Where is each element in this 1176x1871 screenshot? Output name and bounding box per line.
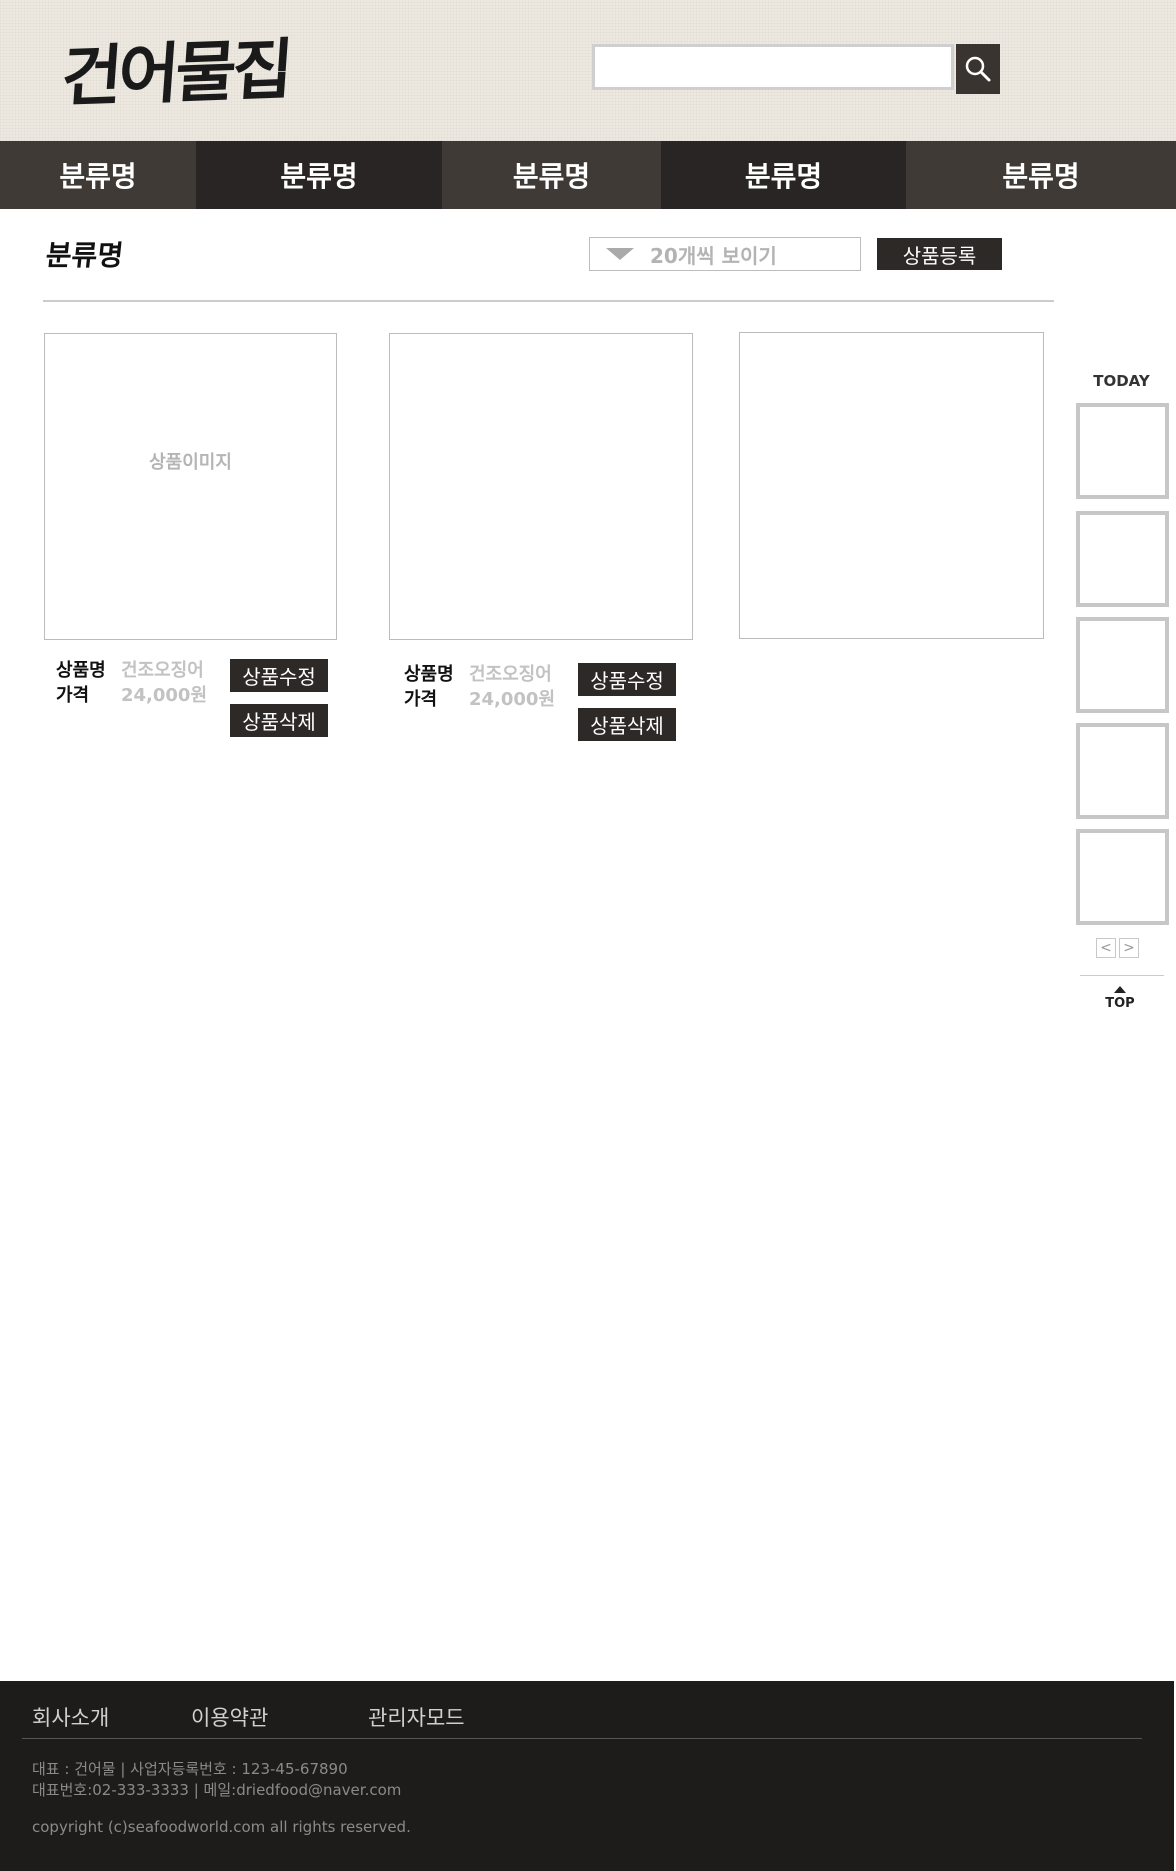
today-title: TODAY <box>1093 372 1150 390</box>
search-icon <box>965 56 991 82</box>
top-label: TOP <box>1105 996 1135 1011</box>
chevron-left-icon[interactable]: < <box>1096 938 1116 958</box>
search-button[interactable] <box>956 44 1000 94</box>
dropdown-arrow-icon <box>606 248 634 260</box>
product-image-label: 상품이미지 <box>149 451 232 473</box>
footer-info-line2: 대표번호:02-333-3333 | 메일:driedfood@naver.co… <box>32 1781 402 1799</box>
logo[interactable]: 건어물집 <box>58 30 292 116</box>
edit-product-button[interactable]: 상품수정 <box>578 663 676 696</box>
per-page-label: 20개씩 보이기 <box>650 243 777 268</box>
nav-item-3[interactable]: 분류명 <box>442 141 661 209</box>
product-price: 24,000원 <box>121 685 208 706</box>
recent-item[interactable] <box>1076 829 1169 925</box>
product-name: 건조오징어 <box>469 664 552 685</box>
product-name-label: 상품명 <box>56 660 106 681</box>
nav-item-2[interactable]: 분류명 <box>196 141 442 209</box>
nav-item-5[interactable]: 분류명 <box>906 141 1176 209</box>
footer-info-line1: 대표 : 건어물 | 사업자등록번호 : 123-45-67890 <box>32 1760 348 1778</box>
footer <box>0 1681 1174 1871</box>
delete-product-button[interactable]: 상품삭제 <box>230 704 328 737</box>
chevron-right-icon[interactable]: > <box>1119 938 1139 958</box>
header: 건어물집 <box>0 0 1176 141</box>
recent-item[interactable] <box>1076 511 1169 607</box>
scroll-top-button[interactable]: TOP <box>1095 986 1145 1011</box>
search-input[interactable] <box>592 44 954 90</box>
footer-link-admin[interactable]: 관리자모드 <box>368 1706 465 1730</box>
product-image[interactable] <box>739 332 1044 639</box>
sidebar-divider <box>1080 975 1164 976</box>
product-name: 건조오징어 <box>121 660 204 681</box>
recent-item[interactable] <box>1076 403 1169 499</box>
product-price-label: 가격 <box>56 685 90 706</box>
footer-link-about[interactable]: 회사소개 <box>32 1706 110 1730</box>
footer-copyright: copyright (c)seafoodworld.com all rights… <box>32 1818 411 1836</box>
category-nav: 분류명 분류명 분류명 분류명 분류명 <box>0 141 1176 209</box>
per-page-select[interactable]: 20개씩 보이기 <box>589 237 861 271</box>
edit-product-button[interactable]: 상품수정 <box>230 659 328 692</box>
nav-item-4[interactable]: 분류명 <box>661 141 906 209</box>
category-title: 분류명 <box>44 239 125 272</box>
product-name-label: 상품명 <box>404 664 454 685</box>
footer-link-terms[interactable]: 이용약관 <box>191 1706 269 1730</box>
register-product-button[interactable]: 상품등록 <box>877 238 1002 270</box>
recent-item[interactable] <box>1076 723 1169 819</box>
nav-item-1[interactable]: 분류명 <box>0 141 196 209</box>
product-image[interactable] <box>389 333 693 640</box>
product-image[interactable]: 상품이미지 <box>44 333 337 640</box>
footer-divider <box>22 1738 1142 1739</box>
arrow-up-icon <box>1114 986 1126 993</box>
recent-item[interactable] <box>1076 617 1169 713</box>
delete-product-button[interactable]: 상품삭제 <box>578 708 676 741</box>
product-price-label: 가격 <box>404 689 438 710</box>
divider <box>43 300 1054 302</box>
product-price: 24,000원 <box>469 689 556 710</box>
